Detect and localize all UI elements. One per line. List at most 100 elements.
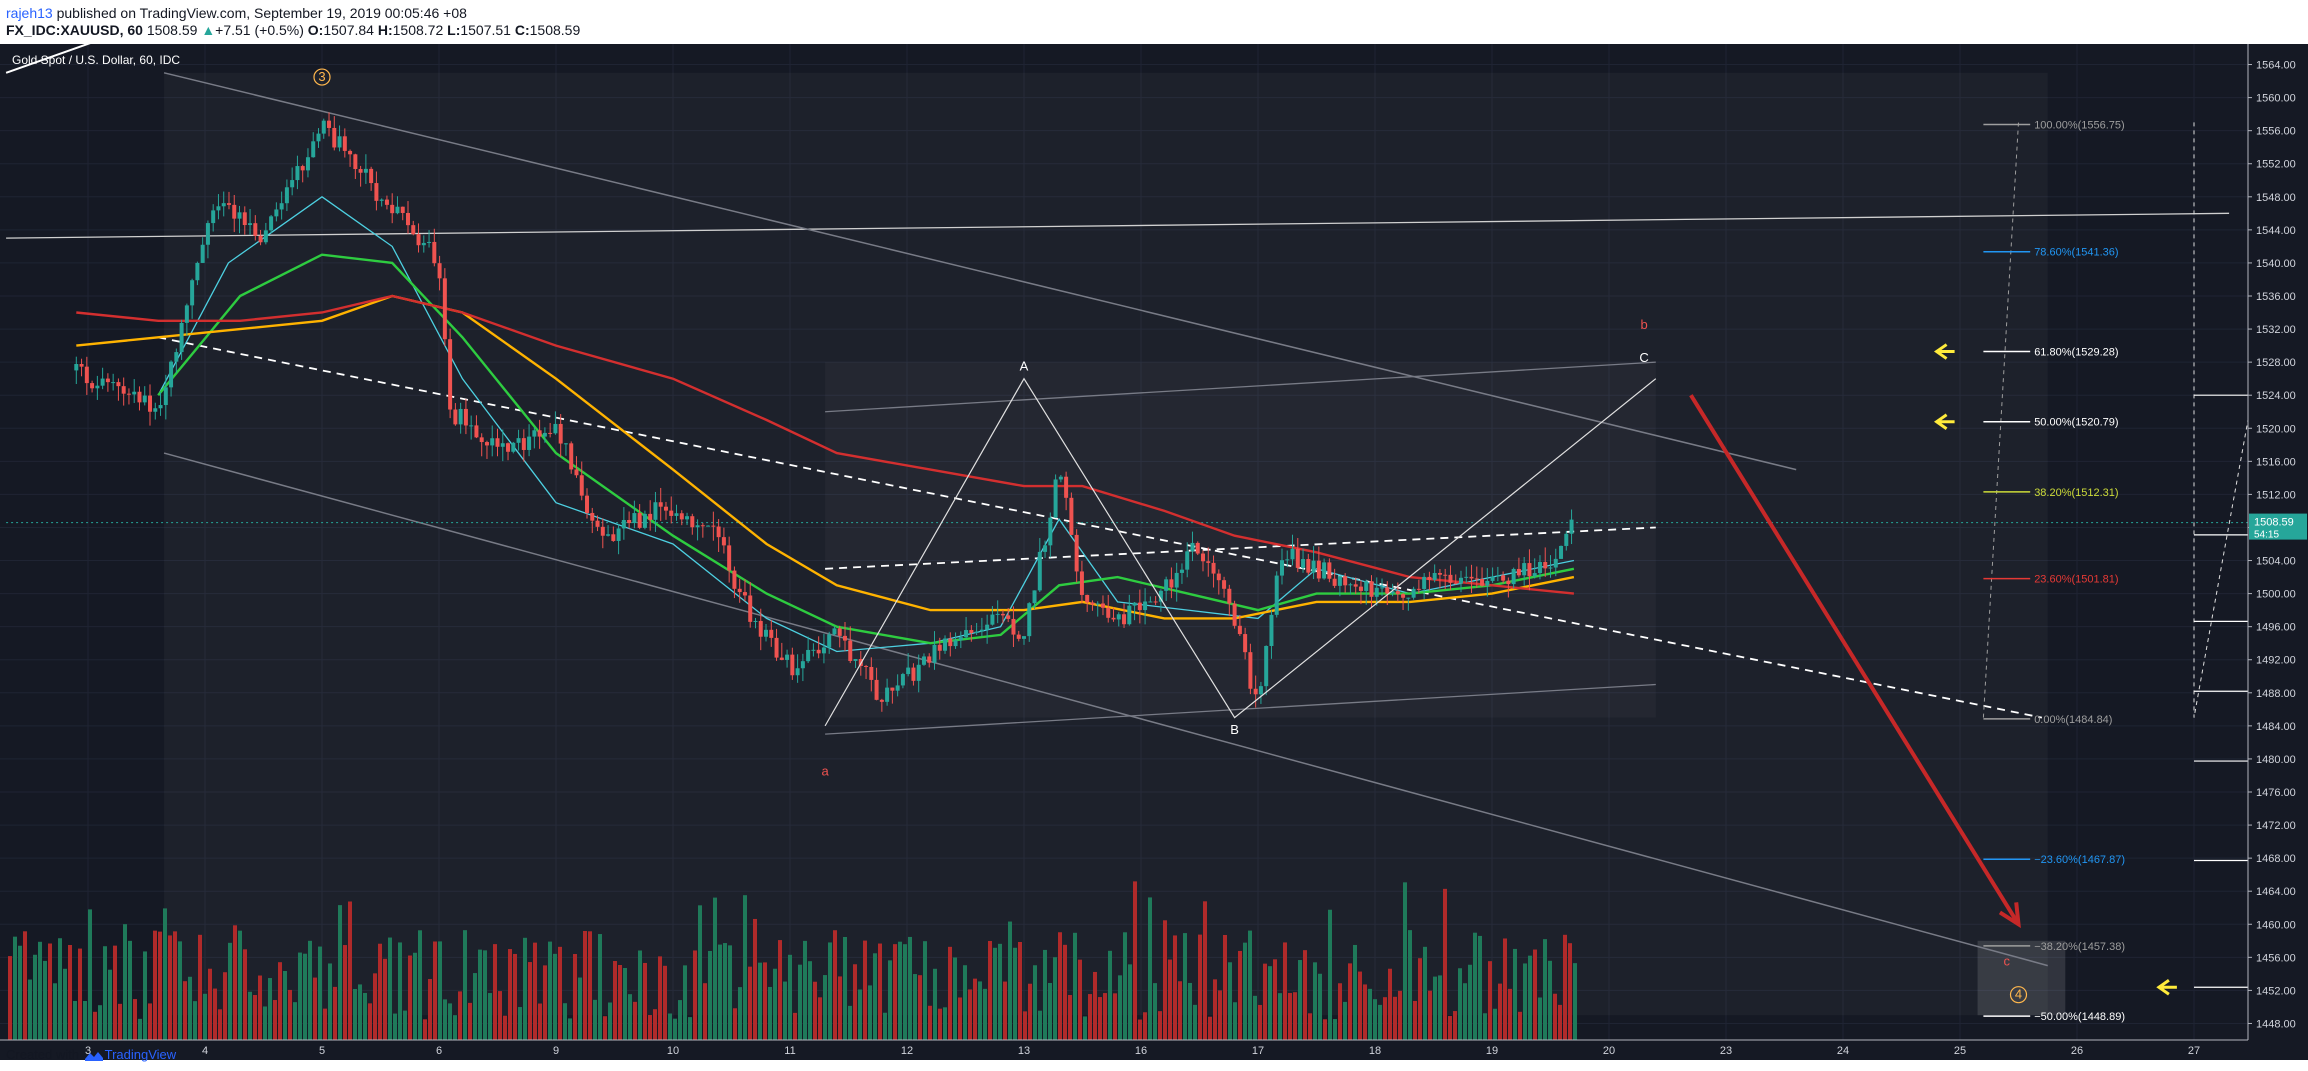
volume-bar (498, 991, 502, 1040)
author-link[interactable]: rajeh13 (6, 5, 53, 21)
volume-bar (423, 1019, 427, 1040)
volume-bar (333, 986, 337, 1040)
candle-body (1427, 576, 1432, 580)
candle-body (432, 241, 437, 264)
candle-body (895, 685, 900, 691)
price-tick-label: 1504.00 (2256, 556, 2296, 568)
volume-bar (1053, 957, 1057, 1040)
candle-body (100, 378, 105, 386)
price-tick-label: 1528.00 (2256, 357, 2296, 369)
yellow-arrow-icon (1933, 413, 1955, 430)
volume-bar (568, 1018, 572, 1040)
volume-bar (343, 945, 347, 1040)
candle-body (416, 234, 421, 246)
candle-body (1385, 587, 1390, 594)
candle-body (943, 638, 948, 651)
candle-body (1511, 568, 1516, 585)
volume-bar (248, 991, 252, 1040)
publish-info: rajeh13 published on TradingView.com, Se… (6, 5, 467, 21)
candle-body (569, 443, 574, 470)
candle-body (1306, 559, 1311, 573)
candle-body (769, 629, 774, 638)
volume-bar (778, 940, 782, 1040)
candle-body (1358, 586, 1363, 591)
candle-body (263, 230, 268, 243)
candle-body (95, 385, 100, 389)
projection-arrow-line (1689, 394, 2021, 926)
candle-body (1179, 569, 1184, 573)
candle-body (105, 378, 110, 383)
volume-bar (328, 963, 332, 1040)
volume-bar (693, 950, 697, 1040)
volume-bar (473, 973, 477, 1040)
candle-body (1501, 575, 1506, 581)
time-tick-label: 24 (1837, 1045, 1849, 1057)
candle-body (1458, 577, 1463, 584)
volume-bar (553, 953, 557, 1040)
volume-bar (1443, 888, 1447, 1040)
candle-body (879, 699, 884, 702)
candle-body (1395, 591, 1400, 595)
candle-body (1016, 634, 1021, 639)
volume-bar (113, 945, 117, 1040)
candle-body (1100, 603, 1105, 608)
volume-bar (1478, 935, 1482, 1040)
candle-body (679, 513, 684, 520)
fib-retracement-label: 0.00%(1484.84) (2034, 714, 2112, 726)
fib-retracement-trend-line (1982, 122, 2019, 718)
price-tick-label: 1548.00 (2256, 192, 2296, 204)
volume-bar (1148, 897, 1152, 1040)
candle-body (1369, 581, 1374, 597)
volume-bar (1533, 949, 1537, 1040)
volume-bar (168, 935, 172, 1040)
price-tick-label: 1464.00 (2256, 886, 2296, 898)
volume-bar (1288, 993, 1292, 1040)
volume-bar (1223, 934, 1227, 1040)
candle-body (616, 528, 621, 541)
volume-bar (338, 905, 342, 1040)
volume-bar (1463, 983, 1467, 1040)
volume-bar (583, 930, 587, 1040)
volume-bar (1093, 971, 1097, 1040)
volume-bar (708, 950, 712, 1040)
candle-body (990, 614, 995, 625)
candle-body (484, 442, 489, 446)
volume-bar (1253, 995, 1257, 1040)
volume-bar (68, 944, 72, 1040)
volume-bar (388, 937, 392, 1040)
candle-body (864, 666, 869, 668)
chart-area[interactable]: 100.00%(1556.75) 78.60%(1541.36) 61.80%(15… (0, 44, 2308, 1060)
price-tick-label: 1524.00 (2256, 390, 2296, 402)
volume-bar (993, 947, 997, 1040)
volume-bar (648, 1015, 652, 1040)
candle-body (758, 620, 763, 637)
abc-pattern-line (824, 377, 1657, 727)
volume-bar (958, 997, 962, 1040)
volume-bar (588, 931, 592, 1040)
volume-bar (1428, 990, 1432, 1040)
low-value: 1507.51 (460, 22, 511, 38)
time-tick-label: 6 (436, 1045, 442, 1057)
fib-retracement-label: 61.80%(1529.28) (2034, 347, 2118, 359)
volume-bar (493, 944, 497, 1040)
volume-bar (1313, 962, 1317, 1040)
candle-body (363, 168, 368, 173)
candle-body (1532, 573, 1537, 577)
volume-bar (1268, 966, 1272, 1040)
candle-body (574, 469, 579, 476)
volume-bar (1118, 975, 1122, 1040)
volume-bar (228, 942, 232, 1040)
candle-body (179, 322, 184, 353)
candle-body (1111, 617, 1116, 620)
volume-bar (233, 925, 237, 1040)
candle-body (148, 395, 153, 412)
volume-bar (1098, 997, 1102, 1040)
price-chart[interactable]: 100.00%(1556.75) 78.60%(1541.36) 61.80%(15… (0, 44, 2308, 1060)
volume-bar (1068, 995, 1072, 1040)
tradingview-link[interactable]: TradingView (104, 1047, 177, 1062)
volume-bar (278, 962, 282, 1040)
volume-bar (1328, 909, 1332, 1040)
candle-body (537, 430, 542, 437)
candle-body (853, 658, 858, 661)
candle-body (1090, 602, 1095, 605)
